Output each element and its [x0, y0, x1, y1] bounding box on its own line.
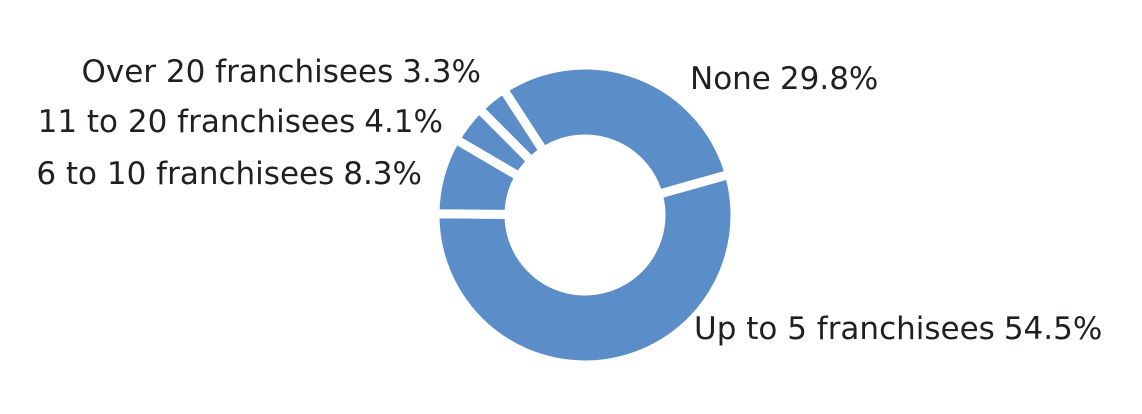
donut-slice: [472, 82, 550, 168]
slice-value: 54.5%: [1004, 311, 1102, 347]
donut-slice: [430, 168, 740, 370]
slice-value: 3.3%: [402, 54, 481, 90]
slice-label: None 29.8%: [690, 61, 878, 97]
slice-category: 11 to 20 franchisees: [38, 104, 356, 140]
slice-category: 6 to 10 franchisees: [36, 156, 334, 192]
slice-category: None: [690, 61, 771, 97]
slice-category: Over 20 franchisees: [81, 54, 393, 90]
slice-label: Up to 5 franchisees 54.5%: [694, 311, 1102, 347]
slice-value: 8.3%: [343, 156, 422, 192]
slice-category: Up to 5 franchisees: [694, 311, 995, 347]
slice-value: 4.1%: [364, 104, 443, 140]
slice-value: 29.8%: [780, 61, 878, 97]
donut-slice: [497, 60, 735, 200]
slice-label: Over 20 franchisees 3.3%: [81, 54, 481, 90]
slice-label: 6 to 10 franchisees 8.3%: [36, 156, 422, 192]
slice-label: 11 to 20 franchisees 4.1%: [38, 104, 443, 140]
